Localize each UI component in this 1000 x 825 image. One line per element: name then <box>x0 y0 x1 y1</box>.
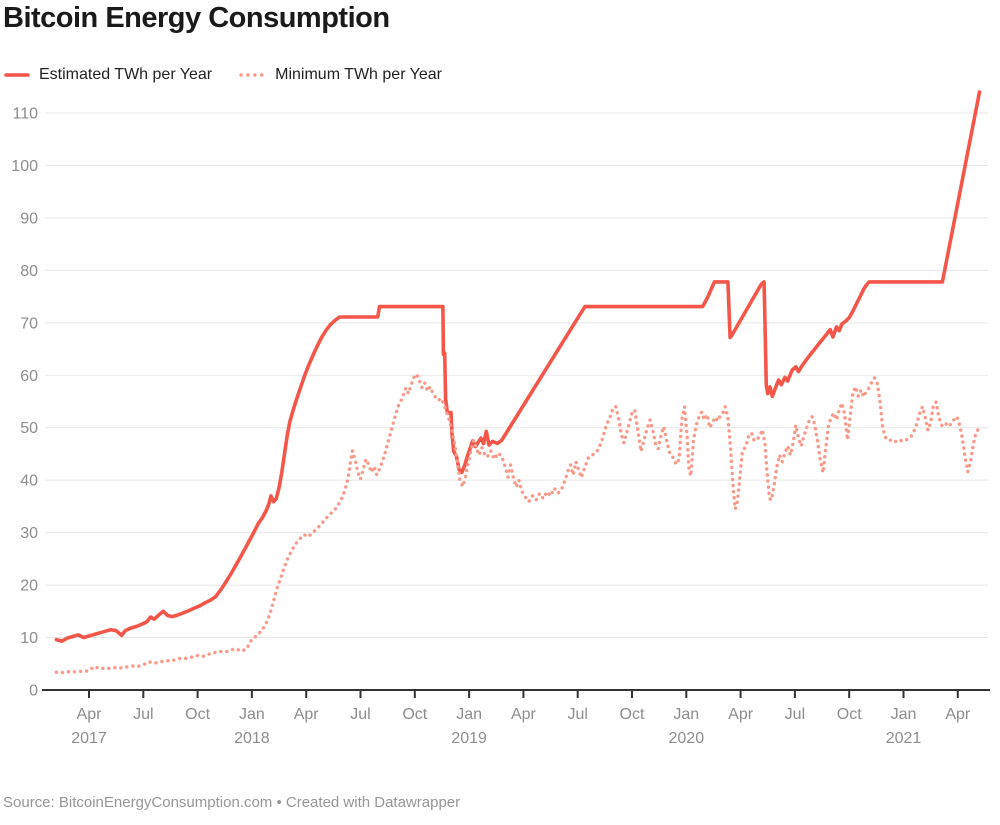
y-tick-label-30: 30 <box>20 525 38 542</box>
x-tick-label-month: Apr <box>728 706 754 723</box>
x-tick-label-month: Jul <box>133 706 153 723</box>
x-tick-label-year: 2019 <box>451 730 487 747</box>
x-tick-label-month: Jan <box>891 706 917 723</box>
y-tick-label-10: 10 <box>20 630 38 647</box>
x-tick-label-year: 2020 <box>669 730 705 747</box>
x-tick-label-month: Jan <box>456 706 482 723</box>
x-tick-label-month: Oct <box>620 706 645 723</box>
source-note: Source: BitcoinEnergyConsumption.com • C… <box>3 794 461 811</box>
legend-label-estimated: Estimated TWh per Year <box>39 66 213 83</box>
legend-item-minimum: Minimum TWh per Year <box>238 66 442 84</box>
x-tick-label-month: Apr <box>77 706 103 723</box>
chart-title: Bitcoin Energy Consumption <box>3 2 390 34</box>
x-tick-label-month: Jul <box>785 706 805 723</box>
x-tick-label-month: Oct <box>837 706 862 723</box>
y-tick-label-60: 60 <box>20 368 38 385</box>
legend-label-minimum: Minimum TWh per Year <box>275 66 442 83</box>
y-tick-label-70: 70 <box>20 315 38 332</box>
legend-item-estimated: Estimated TWh per Year <box>4 66 212 84</box>
y-tick-label-90: 90 <box>20 210 38 227</box>
y-tick-label-40: 40 <box>20 473 38 490</box>
dotted-line-swatch-icon <box>239 73 267 77</box>
y-tick-label-20: 20 <box>20 578 38 595</box>
x-tick-label-month: Oct <box>402 706 427 723</box>
x-tick-label-month: Jan <box>239 706 265 723</box>
x-tick-label-month: Apr <box>945 706 971 723</box>
x-tick-label-year: 2021 <box>886 730 922 747</box>
y-tick-label-50: 50 <box>20 420 38 437</box>
x-tick-label-month: Apr <box>511 706 537 723</box>
estimated-line <box>54 90 982 644</box>
y-tick-label-110: 110 <box>12 105 38 122</box>
x-tick-label-year: 2017 <box>71 730 107 747</box>
x-tick-label-month: Oct <box>185 706 210 723</box>
x-tick-label-month: Apr <box>294 706 320 723</box>
x-tick-label-month: Jul <box>350 706 370 723</box>
x-tick-label-year: 2018 <box>234 730 270 747</box>
minimum-line <box>54 372 981 675</box>
plot-area: 0 10 20 30 40 50 60 70 80 90 100 110 Apr 2017 Jul Oct Ja… <box>11 90 990 747</box>
y-tick-label-0: 0 <box>29 683 38 700</box>
solid-line-swatch-icon <box>4 73 30 77</box>
legend: Estimated TWh per Year Minimum TWh per Y… <box>4 66 442 84</box>
y-tick-label-100: 100 <box>11 158 38 175</box>
x-tick-label-month: Jan <box>673 706 699 723</box>
x-tick-label-month: Jul <box>567 706 587 723</box>
y-tick-label-80: 80 <box>20 263 38 280</box>
